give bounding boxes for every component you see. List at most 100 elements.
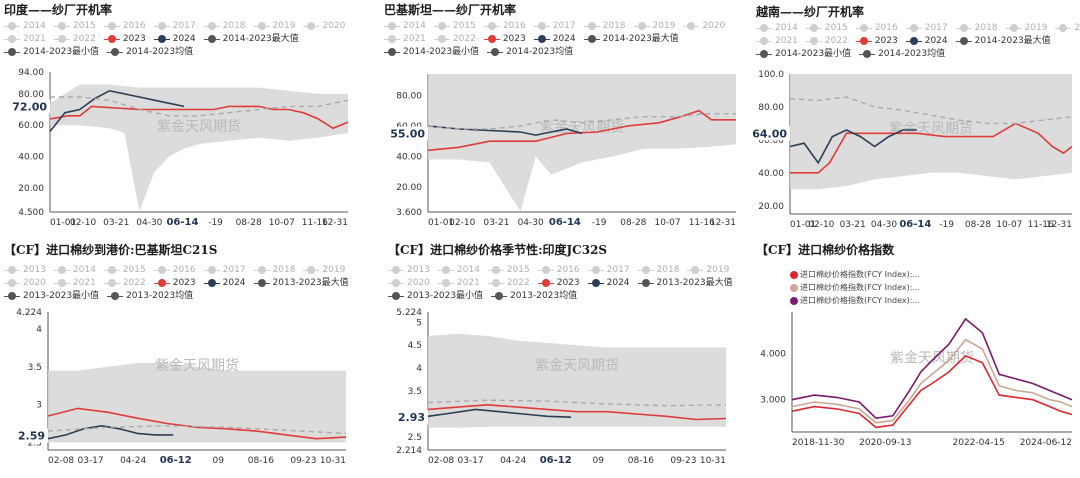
legend-item[interactable]: 进口棉纱价格指数(FCY Index):... — [790, 294, 920, 307]
legend-item[interactable]: 2019 — [303, 264, 345, 277]
legend-item[interactable]: 2019 — [253, 20, 295, 33]
y-tick-label: 3.5 — [28, 363, 42, 373]
legend-item[interactable]: 2017 — [533, 20, 576, 33]
legend-item[interactable]: 2016 — [537, 264, 580, 277]
legend-label: 2018 — [974, 23, 998, 33]
y-tick-label: 4 — [416, 364, 422, 374]
legend-item[interactable]: 进口棉纱价格指数(FCY Index):... — [790, 281, 920, 294]
legend-item[interactable]: 2021 — [437, 277, 480, 290]
legend-item[interactable]: 2020 — [303, 20, 345, 33]
current-value-bg — [16, 99, 50, 114]
legend-item[interactable]: 2017 — [203, 264, 246, 277]
legend-item[interactable]: 2023 — [103, 33, 146, 46]
legend-item[interactable]: 2024 — [153, 33, 196, 46]
legend-item[interactable]: 2018 — [955, 22, 998, 35]
legend-row: 2021 2022 2023 2024 2014-2023最大值 — [756, 35, 1080, 48]
legend-item[interactable]: 2019 — [1005, 22, 1047, 35]
x-tick-label: 06-14 — [899, 219, 931, 230]
legend-item[interactable]: 2020 — [683, 20, 725, 33]
legend-item[interactable]: 2018 — [637, 264, 679, 277]
legend-row: 2014-2023最小值 2014-2023均值 — [4, 46, 353, 59]
legend-item[interactable]: 2016 — [483, 20, 526, 33]
legend-item[interactable]: 2015 — [433, 20, 476, 33]
legend-item[interactable]: 2024 — [533, 33, 576, 46]
legend-item[interactable]: 2016 — [103, 20, 146, 33]
legend-item[interactable]: 2015 — [103, 264, 146, 277]
legend-item[interactable]: 2013-2023均值 — [107, 290, 193, 303]
y-tick-label: 4 — [36, 325, 42, 335]
legend-item[interactable]: 2023 — [855, 35, 898, 48]
current-value-bg — [394, 410, 428, 425]
x-tick-label: 03-17 — [77, 456, 103, 466]
series-line-1 — [791, 338, 1073, 424]
legend-item[interactable]: 2020 — [4, 277, 46, 290]
legend-item[interactable]: 2017 — [153, 20, 196, 33]
legend-item[interactable]: 2021 — [756, 35, 798, 48]
series-line-0 — [791, 354, 1073, 429]
x-tick-label: 12-31 — [1046, 220, 1072, 230]
legend-item[interactable]: 2014-2023最大值 — [955, 35, 1051, 48]
legend-item[interactable]: 2013-2023最大值 — [637, 277, 733, 290]
legend-item[interactable]: 2022 — [805, 35, 848, 48]
legend-item[interactable]: 2017 — [587, 264, 630, 277]
legend-label: 2023 — [172, 278, 196, 288]
legend-marker-icon — [587, 278, 604, 287]
legend-item[interactable]: 2021 — [53, 277, 96, 290]
legend-row: 2014 2015 2016 2017 2018 2019 2020 — [4, 20, 353, 33]
legend-item[interactable]: 进口棉纱价格指数(FCY Index):... — [790, 268, 920, 281]
legend-item[interactable]: 2014-2023均值 — [107, 46, 193, 59]
legend-item[interactable]: 2024 — [905, 35, 948, 48]
legend-item[interactable]: 2018 — [203, 20, 246, 33]
legend-item[interactable]: 2014 — [437, 264, 480, 277]
legend-item[interactable]: 2013 — [388, 264, 430, 277]
legend-item[interactable]: 2013 — [4, 264, 46, 277]
legend-item[interactable]: 2019 — [633, 20, 675, 33]
legend-item[interactable]: 2022 — [433, 33, 476, 46]
legend-item[interactable]: 2014-2023最大值 — [203, 33, 299, 46]
legend-label: 2021 — [23, 34, 46, 44]
y-tick-label: 100.0 — [758, 70, 784, 80]
legend-item[interactable]: 2013-2023均值 — [491, 290, 577, 303]
legend-item[interactable]: 2017 — [905, 22, 948, 35]
legend-item[interactable]: 2014-2023最小值 — [756, 48, 851, 61]
legend-item[interactable]: 2021 — [384, 33, 426, 46]
legend-row: 2014-2023最小值 2014-2023均值 — [756, 48, 1080, 61]
legend-item[interactable]: 2014-2023均值 — [487, 46, 573, 59]
legend-item[interactable]: 2020 — [388, 277, 430, 290]
watermark: 紫金天风期货 — [890, 349, 974, 366]
legend-item[interactable]: 2024 — [203, 277, 246, 290]
legend-item[interactable]: 2014-2023最小值 — [384, 46, 479, 59]
legend-item[interactable]: 2018 — [253, 264, 295, 277]
legend-item[interactable]: 2014 — [53, 264, 96, 277]
legend-item[interactable]: 2019 — [687, 264, 729, 277]
legend-item[interactable]: 2015 — [487, 264, 530, 277]
legend-row: 2013-2023最小值 2013-2023均值 — [4, 290, 357, 303]
legend-item[interactable]: 2013-2023最大值 — [253, 277, 349, 290]
legend-item[interactable]: 2016 — [855, 22, 898, 35]
legend-item[interactable]: 2018 — [583, 20, 626, 33]
legend-item[interactable]: 2014 — [4, 20, 46, 33]
legend-item[interactable]: 2013-2023最小值 — [4, 290, 99, 303]
legend-item[interactable]: 2014 — [756, 22, 798, 35]
legend-item[interactable]: 2022 — [53, 33, 96, 46]
legend-item[interactable]: 2013-2023最小值 — [388, 290, 483, 303]
legend-item[interactable]: 2016 — [153, 264, 196, 277]
legend-item[interactable]: 2015 — [53, 20, 96, 33]
legend-item[interactable]: 2020 — [1055, 22, 1080, 35]
series-line-0 — [790, 122, 1073, 174]
x-tick-label: 08-16 — [248, 456, 274, 466]
legend-item[interactable]: 2014-2023最大值 — [583, 33, 679, 46]
legend-item[interactable]: 2014-2023均值 — [859, 48, 945, 61]
legend-item[interactable]: 2023 — [483, 33, 526, 46]
legend-item[interactable]: 2022 — [103, 277, 146, 290]
legend-item[interactable]: 2021 — [4, 33, 46, 46]
legend-label: 2014 — [23, 21, 46, 31]
legend-item[interactable]: 2014-2023最小值 — [4, 46, 99, 59]
legend-item[interactable]: 2023 — [537, 277, 580, 290]
legend-item[interactable]: 2015 — [805, 22, 848, 35]
legend-item[interactable]: 2022 — [487, 277, 530, 290]
legend-marker-icon — [53, 278, 70, 287]
legend-item[interactable]: 2023 — [153, 277, 196, 290]
legend-item[interactable]: 2014 — [384, 20, 426, 33]
legend-item[interactable]: 2024 — [587, 277, 630, 290]
